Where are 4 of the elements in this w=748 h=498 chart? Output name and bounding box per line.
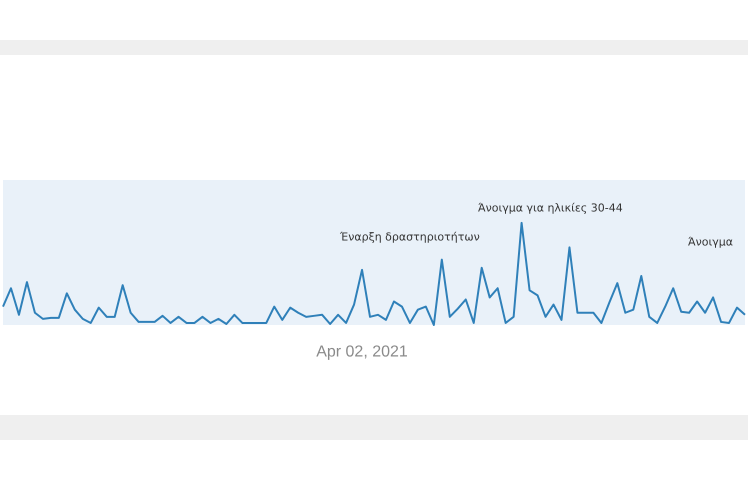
annotation: Άνοιγμα bbox=[688, 236, 733, 248]
text: Άνοιγμα για ηλικίες 30-44 bbox=[478, 202, 623, 214]
annotation: Έναρξη δραστηριοτήτων bbox=[339, 230, 480, 244]
text: Apr 02, 2021 bbox=[316, 344, 408, 360]
